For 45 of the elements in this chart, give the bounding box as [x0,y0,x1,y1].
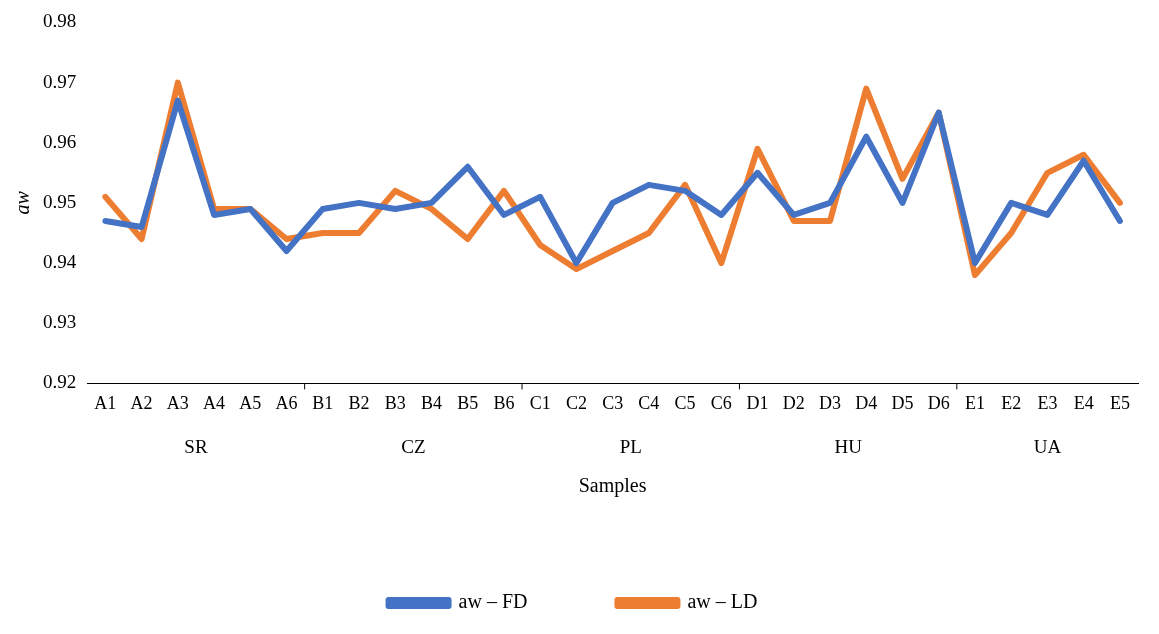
x-tick-label: C1 [529,392,551,413]
x-tick-label: D2 [782,392,805,413]
x-tick-label: E4 [1073,392,1094,413]
x-tick-label: D3 [819,392,842,413]
x-tick-label: B6 [493,392,515,413]
y-tick-label: 0.98 [43,10,77,32]
x-tick-label: A6 [275,392,298,413]
x-tick-label: D5 [891,392,914,413]
y-tick-label: 0.94 [43,251,77,273]
x-tick-label: B3 [384,392,406,413]
x-tick-label: C5 [674,392,696,413]
text: UA [1033,436,1062,458]
x-tick-label: A1 [94,392,117,413]
x-tick-label: A3 [166,392,189,413]
x-tick-label: E2 [1001,392,1022,413]
x-tick-label: C6 [710,392,732,413]
y-tick-label: 0.93 [43,311,77,333]
x-tick-label: A2 [130,392,153,413]
y-tick-label: 0.92 [43,371,77,393]
x-tick-label: D4 [855,392,878,413]
x-tick-label: E5 [1109,392,1130,413]
x-axis-title: Samples [578,474,647,498]
x-tick-label: C3 [602,392,624,413]
x-tick-label: A5 [239,392,262,413]
x-tick-label: B2 [348,392,370,413]
legend-label: aw – FD [458,590,528,613]
x-tick-label: B1 [312,392,334,413]
text: HU [834,436,863,458]
x-tick-label: A4 [203,392,226,413]
y-tick-label: 0.97 [43,70,77,92]
x-tick-label: C2 [565,392,587,413]
y-tick-label: 0.96 [43,130,77,152]
x-tick-label: D1 [746,392,769,413]
x-tick-label: B5 [457,392,479,413]
x-tick-label: D6 [927,392,950,413]
x-tick-label: E1 [964,392,985,413]
y-tick-label: 0.95 [43,190,77,212]
x-tick-label: C4 [638,392,660,413]
legend-label: aw – LD [687,590,758,613]
text: PL [619,436,642,458]
text: SR [184,436,208,458]
y-axis-title: aw [11,190,34,215]
x-tick-label: E3 [1037,392,1058,413]
text: CZ [401,436,426,458]
x-tick-label: B4 [420,392,442,413]
